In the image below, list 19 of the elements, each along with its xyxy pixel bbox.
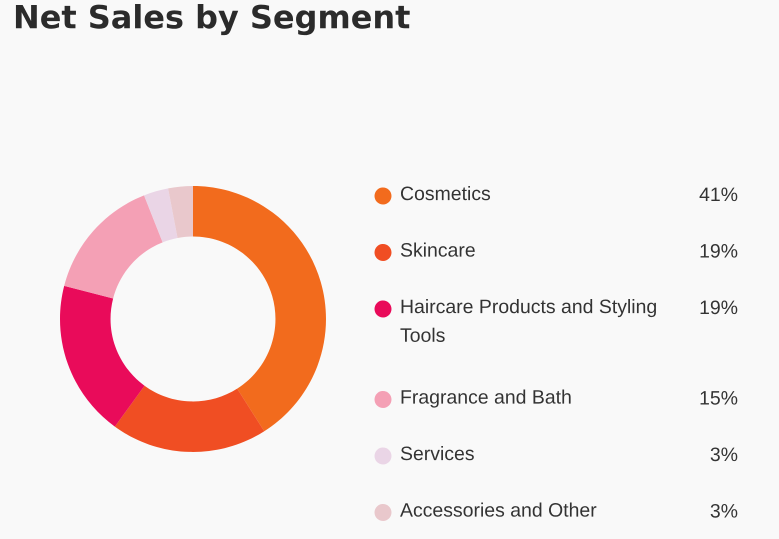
chart-title: Net Sales by Segment [16,4,410,36]
legend-label: Skincare [400,242,475,257]
donut-slice [168,186,193,238]
donut-slice [114,386,264,452]
donut-slice [193,186,326,432]
data-label: 3% [710,504,738,518]
donut-slice [144,188,178,242]
legend-label: Fragrance and Bath [402,390,571,408]
data-label: 15% [700,391,738,405]
data-label: 3% [710,447,738,462]
legend-label: Haircare Products and Styling Tools [400,299,656,342]
donut-slice [60,286,145,427]
legend-label: Accessories and Other [400,502,596,517]
donut-slice [64,195,163,298]
legend-label: Cosmetics [400,186,490,200]
data-label: 19% [700,244,738,258]
legend-label: Services [400,446,474,460]
data-label: 19% [700,300,738,314]
data-label: 41% [700,188,738,202]
